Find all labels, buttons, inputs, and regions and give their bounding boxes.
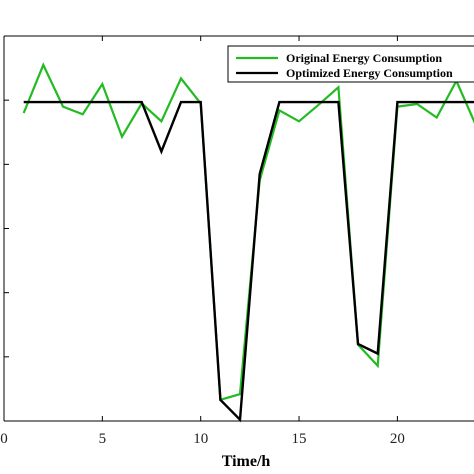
x-tick-label: 10: [193, 431, 208, 447]
x-axis-label: Time/h: [222, 453, 271, 470]
x-tick-label: 15: [292, 431, 307, 447]
series-line-optimized: [23, 100, 474, 423]
x-tick-label: 5: [99, 431, 107, 447]
x-tick-label: 0: [0, 431, 8, 447]
legend-entry: Optimized Energy Consumption: [286, 66, 453, 80]
series-line-original: [22, 62, 474, 402]
x-tick-label: 20: [390, 431, 405, 447]
legend-box: [227, 45, 474, 83]
legend-entry: Original Energy Consumption: [286, 51, 442, 65]
